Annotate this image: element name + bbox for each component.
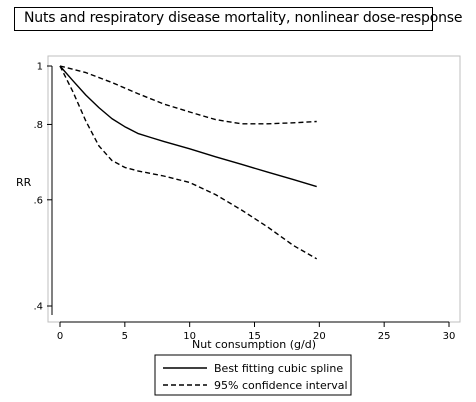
legend-box: [154, 354, 352, 396]
y-axis-label: RR: [16, 176, 32, 189]
x-tick-label: 15: [248, 331, 261, 342]
legend: Best fitting cubic spline 95% confidence…: [154, 354, 352, 396]
y-tick-label: 1: [37, 62, 43, 73]
series-lines: [59, 65, 318, 260]
chart-title: Nuts and respiratory disease mortality, …: [14, 7, 462, 31]
y-tick-label: .8: [33, 120, 43, 131]
y-ticks: 1 .8 .6 .4: [33, 62, 52, 313]
x-tick-label: 0: [57, 331, 63, 342]
x-tick-label: 25: [378, 331, 391, 342]
y-tick-label: .6: [33, 195, 43, 206]
x-tick-label: 10: [183, 331, 196, 342]
x-ticks: 0 5 10 15 20 25 30: [57, 322, 456, 342]
x-tick-label: 20: [313, 331, 326, 342]
x-tick-label: 30: [443, 331, 456, 342]
series-ci-lower-line: [59, 65, 318, 260]
legend-label-spline: Best fitting cubic spline: [214, 362, 343, 375]
x-axis-label: Nut consumption (g/d): [192, 338, 316, 351]
plot-area: [47, 55, 461, 323]
series-spline-line: [59, 65, 317, 188]
y-tick-label: .4: [33, 302, 43, 313]
x-tick-label: 5: [122, 331, 128, 342]
legend-label-ci: 95% confidence interval: [214, 379, 348, 392]
series-ci-upper-line: [59, 65, 317, 125]
